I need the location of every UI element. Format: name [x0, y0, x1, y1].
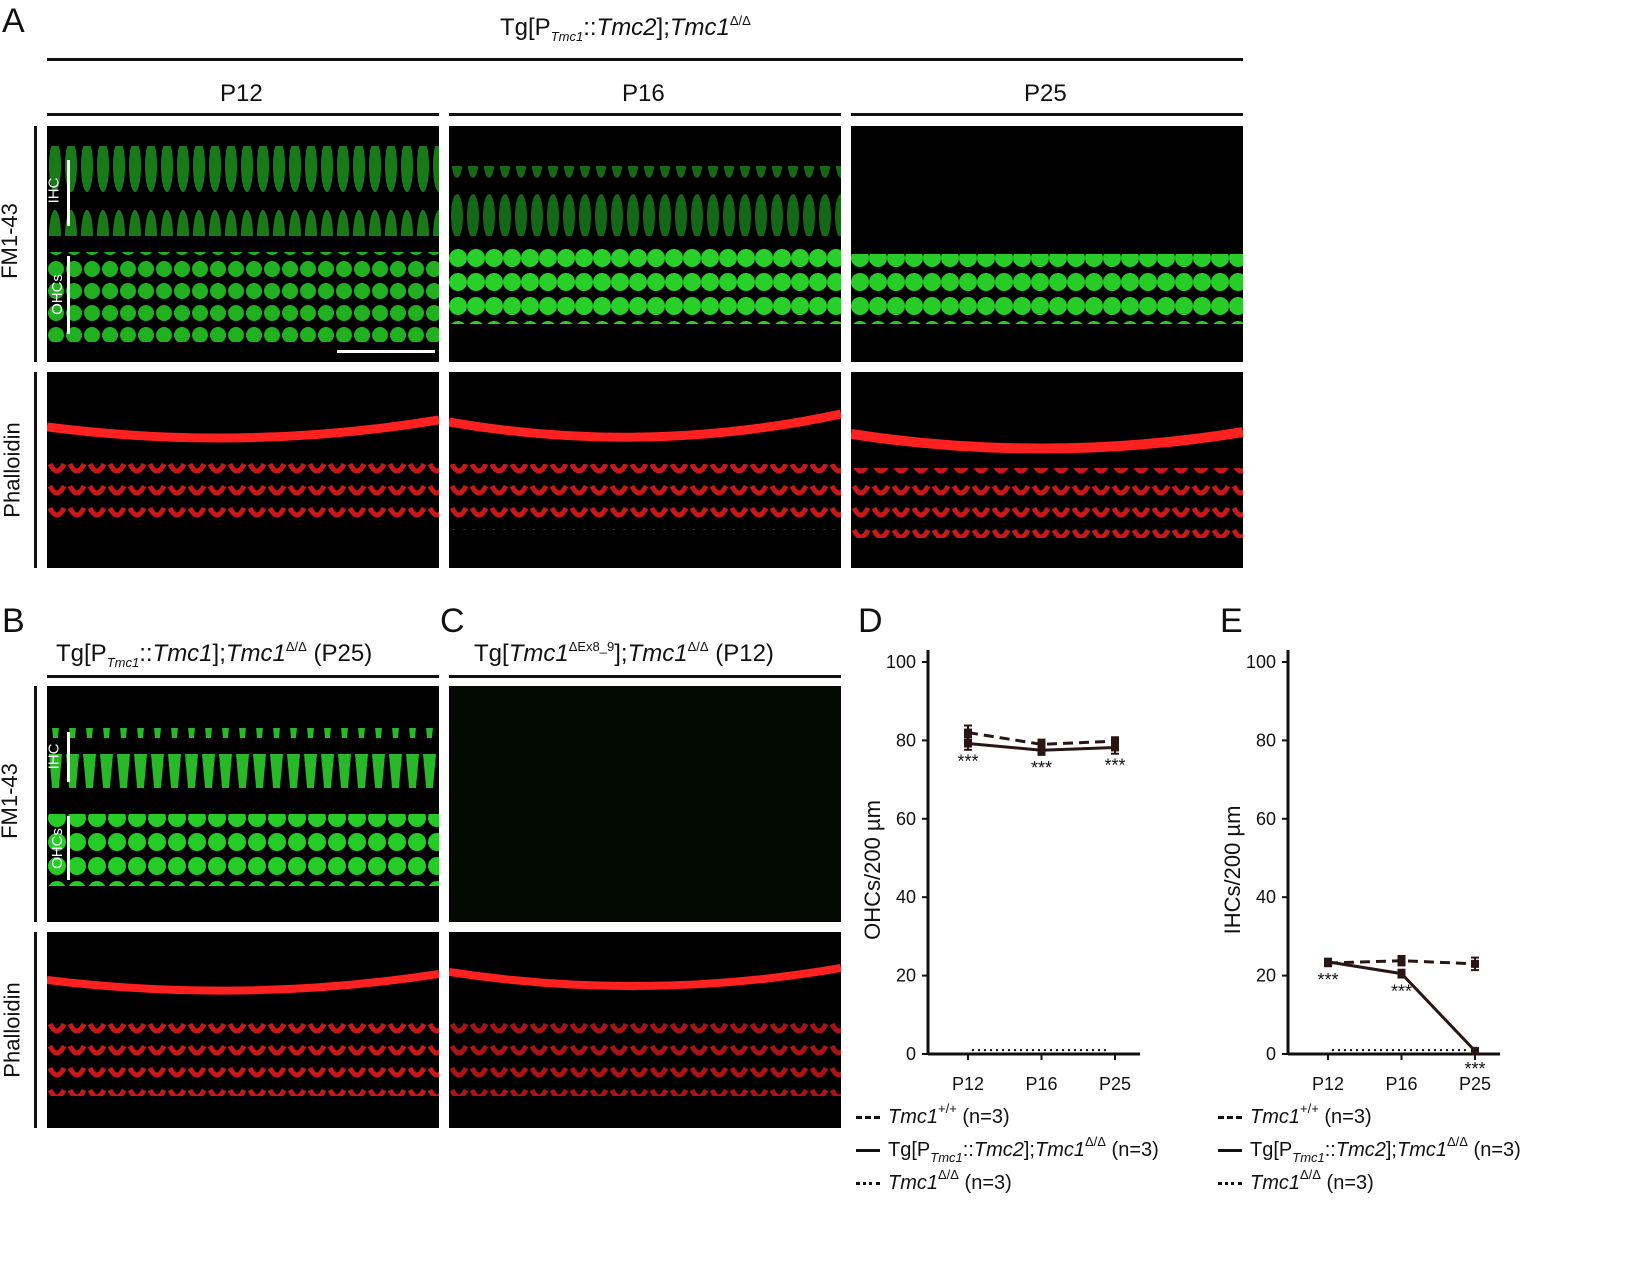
chart-e-ytick-label: 0: [1266, 1044, 1276, 1064]
chart-e-significance-label: ***: [1317, 970, 1338, 990]
chart-e-ytick-label: 80: [1256, 730, 1276, 750]
panel-a-phalloidin-label: Phalloidin: [0, 422, 25, 518]
chart-e-ytick-label: 100: [1246, 652, 1276, 672]
chart-e-series-1-point: [1397, 969, 1406, 978]
panel-a-phal-bracket: [34, 372, 37, 568]
chart-e-xtick-label: P25: [1459, 1074, 1491, 1094]
chart-d-ytick-label: 0: [906, 1044, 916, 1064]
panel-b-title: Tg[PTmc1::Tmc1];Tmc1Δ/Δ (P25): [56, 639, 373, 670]
chart-d-series-1-point: [1037, 746, 1046, 755]
panel-a-fm143-label: FM1-43: [0, 203, 22, 279]
panel-b-phalloidin-label: Phalloidin: [0, 982, 25, 1078]
chart-d-significance-label: ***: [1031, 758, 1052, 778]
panel-c-title: Tg[Tmc1ΔEx8_9];Tmc1Δ/Δ (P12): [474, 639, 774, 667]
panel-b-fm-bracket: [34, 686, 37, 922]
chart-e-ytick-label: 20: [1256, 966, 1276, 986]
chart-d-ytick-label: 20: [896, 966, 916, 986]
panel-c-rule: [449, 675, 841, 678]
chart-d-significance-label: ***: [957, 752, 978, 772]
fm143-p25-image: [851, 126, 1243, 362]
fm143-p12-image: IHC OHCs: [47, 126, 439, 362]
chart-e-significance-label: ***: [1464, 1059, 1485, 1079]
chart-e-series-1-point: [1324, 957, 1332, 966]
legend-d-ko: Tmc1Δ/Δ (n=3): [856, 1167, 1159, 1205]
fm143-p16-image: [449, 126, 841, 362]
chart-d-ytick-label: 80: [896, 730, 916, 750]
panel-a-title-rule: [47, 58, 1243, 61]
timepoint-p16-label: P16: [622, 80, 665, 107]
panel-a-fm-bracket: [34, 126, 37, 362]
scale-bar: [337, 350, 435, 353]
phalloidin-p25-image: [851, 372, 1243, 568]
panel-b-phal-bracket: [34, 932, 37, 1128]
legend-e-ko: Tmc1Δ/Δ (n=3): [1218, 1167, 1521, 1205]
fm143-c-image: [449, 686, 841, 922]
chart-d-xtick-label: P16: [1025, 1074, 1057, 1094]
chart-d-series-0-point: [964, 728, 972, 737]
p12-rule: [47, 113, 439, 116]
legend-e-wt: Tmc1+/+ (n=3): [1218, 1101, 1521, 1139]
chart-ihcs: 0 20 40 60 80 100 P12 P16 P25 IHCs/200 µm *** *** **…: [1220, 650, 1500, 1094]
phalloidin-p12-image: [47, 372, 439, 568]
chart-e-ytick-label: 40: [1256, 887, 1276, 907]
legend-d: Tmc1+/+ (n=3) Tg[PTmc1::Tmc2];Tmc1Δ/Δ (n…: [856, 1101, 1159, 1205]
chart-e-xtick-label: P12: [1312, 1074, 1344, 1094]
phalloidin-p16-image: [449, 372, 841, 568]
chart-e-xtick-label: P16: [1385, 1074, 1417, 1094]
panel-b-ihc-label: IHC: [47, 743, 63, 770]
panel-b-ohcs-label: OHCs: [48, 828, 66, 869]
ohcs-label: OHCs: [48, 274, 66, 315]
panel-label-d: D: [858, 602, 883, 640]
legend-d-wt: Tmc1+/+ (n=3): [856, 1101, 1159, 1139]
panel-b-fm143-label: FM1-43: [0, 763, 22, 839]
timepoint-p25-label: P25: [1024, 80, 1067, 107]
chart-d-series-0-point: [1037, 740, 1046, 749]
chart-d-ytick-label: 40: [896, 887, 916, 907]
ihc-label: IHC: [47, 177, 63, 204]
chart-e-series-0-point: [1397, 956, 1406, 965]
panel-b-rule: [47, 675, 439, 678]
chart-e-series-1-point: [1471, 1046, 1479, 1055]
phalloidin-c-image: [449, 932, 841, 1128]
panel-label-b: B: [2, 602, 25, 640]
chart-d-series-1-point: [964, 739, 972, 748]
panel-label-a: A: [2, 2, 25, 40]
timepoint-p12-label: P12: [220, 80, 263, 107]
chart-d-ylabel: OHCs/200 µm: [860, 800, 885, 940]
chart-e-ytick-label: 60: [1256, 809, 1276, 829]
panel-b-ihc-bar: [67, 732, 70, 782]
chart-e-ylabel: IHCs/200 µm: [1220, 806, 1245, 935]
p25-rule: [851, 113, 1243, 116]
chart-d-xtick-label: P25: [1099, 1074, 1131, 1094]
panel-b-ohc-bar: [67, 816, 70, 880]
chart-d-ytick-label: 100: [886, 652, 916, 672]
chart-ohcs: 0 20 40 60 80 100 P12 P16 P25 OHCs/200 µm *** *** **…: [860, 650, 1140, 1094]
legend-e-tg: Tg[PTmc1::Tmc2];Tmc1Δ/Δ (n=3): [1218, 1134, 1521, 1172]
legend-e: Tmc1+/+ (n=3) Tg[PTmc1::Tmc2];Tmc1Δ/Δ (n…: [1218, 1101, 1521, 1205]
ihc-scale-bar: [67, 160, 70, 226]
chart-e-series-0-point: [1471, 959, 1479, 968]
panel-a-title: Tg[PTmc1::Tmc2];Tmc1Δ/Δ: [500, 13, 751, 44]
panel-label-c: C: [440, 602, 465, 640]
p16-rule: [449, 113, 841, 116]
legend-d-tg: Tg[PTmc1::Tmc2];Tmc1Δ/Δ (n=3): [856, 1134, 1159, 1172]
phalloidin-b-image: [47, 932, 439, 1128]
chart-d-xtick-label: P12: [952, 1074, 984, 1094]
fm143-b-image: IHC OHCs: [47, 686, 439, 922]
chart-d-series-0-line: [967, 731, 1116, 746]
chart-d-ytick-label: 60: [896, 809, 916, 829]
ohc-scale-bar: [67, 256, 70, 334]
chart-e-significance-label: ***: [1391, 982, 1412, 1002]
chart-d-series-1-point: [1111, 743, 1119, 752]
chart-d-significance-label: ***: [1104, 755, 1125, 775]
panel-label-e: E: [1220, 602, 1243, 640]
